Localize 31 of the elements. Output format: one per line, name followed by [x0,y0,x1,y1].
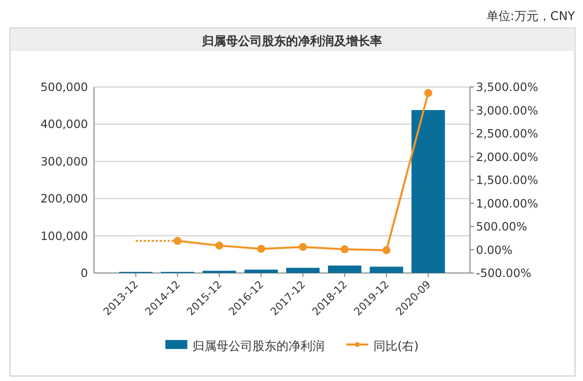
y2-tick-label: 0.00% [476,242,513,257]
point [257,244,266,253]
y2-tick-label: 2,000.00% [476,150,538,164]
legend-label: 归属母公司股东的净利润 [192,339,324,353]
y2-tick-label: 3,500.00% [476,80,538,94]
y-tick-label: 300,000 [40,154,88,168]
y-tick-label: 500,000 [40,80,88,94]
y-tick-label: 400,000 [40,117,88,132]
y2-tick-label: 1,500.00% [476,173,538,187]
y-tick-label: 0 [80,266,88,280]
bar [370,266,404,273]
bar [286,268,320,273]
point [215,242,224,250]
point [340,245,349,254]
point [382,246,390,254]
point [424,89,432,98]
chart-title: 归属母公司股东的净利润及增长率 [201,34,382,48]
legend-label: 同比(右) [373,339,419,353]
bar [328,266,362,273]
y-tick-label: 200,000 [40,192,88,206]
y2-tick-label: 3,000.00% [476,103,538,118]
bar [412,110,445,273]
y-tick-label: 100,000 [40,228,88,243]
y2-tick-label: 2,500.00% [476,126,538,140]
y2-tick-label: 500.00% [476,220,528,234]
point [298,242,307,251]
bar [244,270,278,273]
y2-tick-label: -500.00% [476,266,532,280]
point [174,236,182,245]
y2-tick-label: 1,000.00% [476,196,538,210]
text: 单位:万元，CNY [486,9,576,23]
